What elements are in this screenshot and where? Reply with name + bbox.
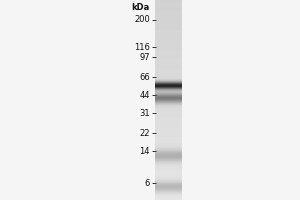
Text: 14: 14	[140, 146, 150, 156]
Text: 22: 22	[140, 129, 150, 138]
Text: 97: 97	[140, 52, 150, 62]
Text: kDa: kDa	[132, 2, 150, 11]
Text: 31: 31	[140, 108, 150, 117]
Text: 44: 44	[140, 90, 150, 99]
Text: 66: 66	[139, 72, 150, 82]
Text: 6: 6	[145, 178, 150, 188]
Text: 116: 116	[134, 43, 150, 51]
Text: 200: 200	[134, 16, 150, 24]
